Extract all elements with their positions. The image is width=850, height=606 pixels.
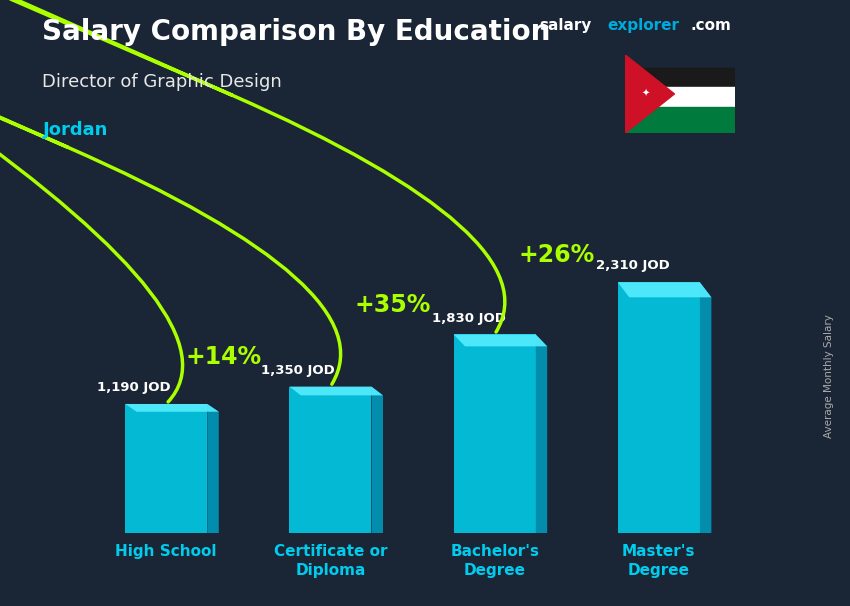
Bar	[289, 387, 371, 533]
Text: Average Monthly Salary: Average Monthly Salary	[824, 314, 834, 438]
Text: 1,830 JOD: 1,830 JOD	[433, 311, 506, 325]
Text: salary: salary	[540, 18, 592, 33]
Polygon shape	[454, 335, 547, 347]
Text: 2,310 JOD: 2,310 JOD	[597, 259, 670, 273]
Text: explorer: explorer	[608, 18, 680, 33]
Bar	[454, 335, 536, 533]
Text: 1,190 JOD: 1,190 JOD	[97, 381, 171, 394]
Bar	[625, 68, 735, 94]
Bar	[125, 404, 207, 533]
Bar	[625, 107, 735, 133]
Text: +26%: +26%	[518, 243, 595, 267]
Text: ✦: ✦	[642, 89, 649, 99]
Polygon shape	[125, 404, 218, 411]
Polygon shape	[289, 387, 383, 395]
Bar	[625, 87, 735, 114]
Text: Director of Graphic Design: Director of Graphic Design	[42, 73, 282, 91]
Text: Jordan: Jordan	[42, 121, 108, 139]
Text: .com: .com	[690, 18, 731, 33]
Text: +14%: +14%	[185, 345, 262, 369]
Polygon shape	[700, 282, 711, 533]
Text: Salary Comparison By Education: Salary Comparison By Education	[42, 18, 551, 46]
Text: 1,350 JOD: 1,350 JOD	[262, 364, 335, 377]
Polygon shape	[625, 55, 675, 133]
Polygon shape	[536, 335, 547, 533]
Text: +35%: +35%	[354, 293, 431, 317]
Polygon shape	[371, 387, 383, 533]
Polygon shape	[618, 282, 711, 298]
Polygon shape	[207, 404, 218, 533]
Bar	[618, 282, 700, 533]
